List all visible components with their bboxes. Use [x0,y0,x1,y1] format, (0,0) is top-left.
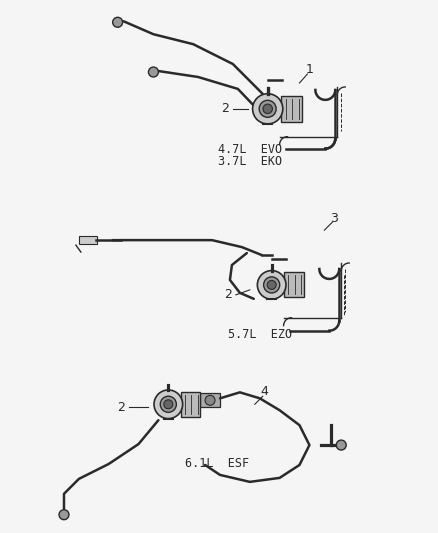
Bar [180,392,200,417]
Text: 2: 2 [224,288,232,301]
Circle shape [336,440,346,450]
Circle shape [259,100,276,117]
Circle shape [154,390,183,418]
Bar [284,272,304,297]
Circle shape [258,271,286,299]
Text: 3.7L  EKO: 3.7L EKO [218,155,282,167]
Circle shape [113,17,123,27]
Circle shape [148,67,159,77]
Circle shape [59,510,69,520]
Text: 1: 1 [305,62,313,76]
Text: 3: 3 [330,212,338,225]
Bar [281,95,302,122]
Text: 4: 4 [261,385,268,398]
Text: 6.1L  ESF: 6.1L ESF [185,457,249,470]
Text: 5.7L  EZO: 5.7L EZO [228,328,292,341]
Circle shape [160,396,177,413]
Circle shape [164,400,173,409]
Circle shape [263,104,272,114]
Circle shape [253,94,283,124]
Bar [79,236,97,244]
Circle shape [205,395,215,405]
Circle shape [267,280,276,289]
Text: 2: 2 [117,401,124,414]
Bar [200,393,220,407]
Circle shape [264,277,280,293]
Text: 4.7L  EVO: 4.7L EVO [218,143,282,156]
Text: 2: 2 [221,102,229,115]
